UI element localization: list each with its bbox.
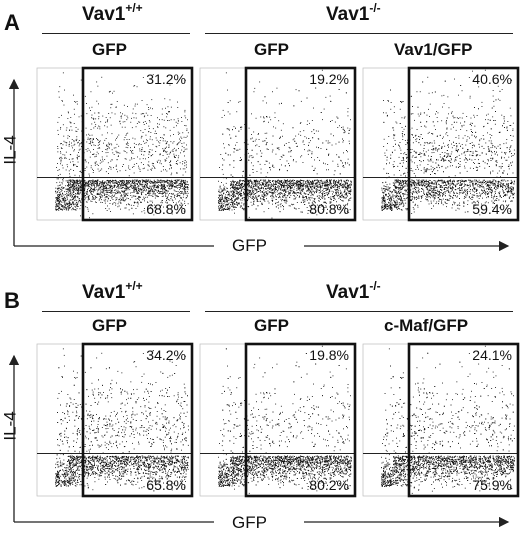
panel-b-condition-1: GFP <box>92 316 127 335</box>
panel-a-genotype-wt: Vav1+/+ <box>82 0 143 26</box>
panel-a-plot-3: 40.6% 59.4% <box>362 66 520 222</box>
panel-a-plot-1: 31.2% 68.8% <box>36 66 194 222</box>
panel-b-genotype-ko: Vav1-/- <box>326 278 381 304</box>
panel-b-wt-rule <box>42 311 190 312</box>
genotype-wt-superscript: +/+ <box>125 0 143 15</box>
panel-a-wt-rule <box>42 33 190 34</box>
lower-percentage: 80.8% <box>309 201 349 217</box>
genotype-wt-text: Vav1 <box>82 282 126 303</box>
scatter-points <box>55 72 189 219</box>
panel-a-genotype-ko: Vav1-/- <box>326 0 381 26</box>
gate-box <box>244 66 357 222</box>
panel-b-genotype-wt: Vav1+/+ <box>82 278 143 304</box>
panel-a-condition-2: GFP <box>254 40 289 59</box>
scatter-points <box>218 345 352 494</box>
panel-b-ko-rule <box>205 311 513 312</box>
panel-b-plot-2: 19.8% 80.2% <box>199 342 357 498</box>
genotype-ko-superscript: -/- <box>369 0 381 15</box>
genotype-ko-superscript: -/- <box>369 278 381 293</box>
lower-percentage: 75.9% <box>472 477 512 493</box>
panel-b-plot-3: 24.1% 75.9% <box>362 342 520 498</box>
lower-percentage: 68.8% <box>146 201 186 217</box>
scatter-points <box>381 345 515 494</box>
panel-b-letter: B <box>4 288 20 313</box>
upper-percentage: 19.2% <box>309 71 349 87</box>
panel-b-condition-2: GFP <box>254 316 289 335</box>
scatter-points <box>381 69 515 216</box>
gate-box <box>81 66 194 222</box>
plot-frame <box>362 67 519 221</box>
genotype-ko-text: Vav1 <box>326 282 370 303</box>
upper-percentage: 34.2% <box>146 347 186 363</box>
upper-percentage: 31.2% <box>146 71 186 87</box>
panel-a-letter: A <box>4 10 20 35</box>
genotype-wt-superscript: +/+ <box>125 278 143 293</box>
lower-percentage: 59.4% <box>472 201 512 217</box>
gate-box <box>244 342 357 498</box>
panel-a-x-axis-label: GFP <box>232 236 267 255</box>
panel-b-plot-1: 34.2% 65.8% <box>36 342 194 498</box>
panel-a-condition-3: Vav1/GFP <box>394 40 473 59</box>
gate-box <box>407 342 520 498</box>
genotype-ko-text: Vav1 <box>326 4 370 25</box>
scatter-points <box>55 348 189 492</box>
gate-box <box>407 66 520 222</box>
lower-percentage: 80.2% <box>309 477 349 493</box>
scatter-points <box>218 69 352 219</box>
panel-b-x-axis-label: GFP <box>232 513 267 532</box>
lower-percentage: 65.8% <box>146 477 186 493</box>
panel-a-condition-1: GFP <box>92 40 127 59</box>
upper-percentage: 24.1% <box>472 347 512 363</box>
upper-percentage: 19.8% <box>309 347 349 363</box>
panel-a-ko-rule <box>205 33 513 34</box>
panel-b-condition-3: c-Maf/GFP <box>384 316 469 335</box>
gate-box <box>81 342 194 498</box>
upper-percentage: 40.6% <box>472 71 512 87</box>
panel-a-plot-2: 19.2% 80.8% <box>199 66 357 222</box>
genotype-wt-text: Vav1 <box>82 4 126 25</box>
